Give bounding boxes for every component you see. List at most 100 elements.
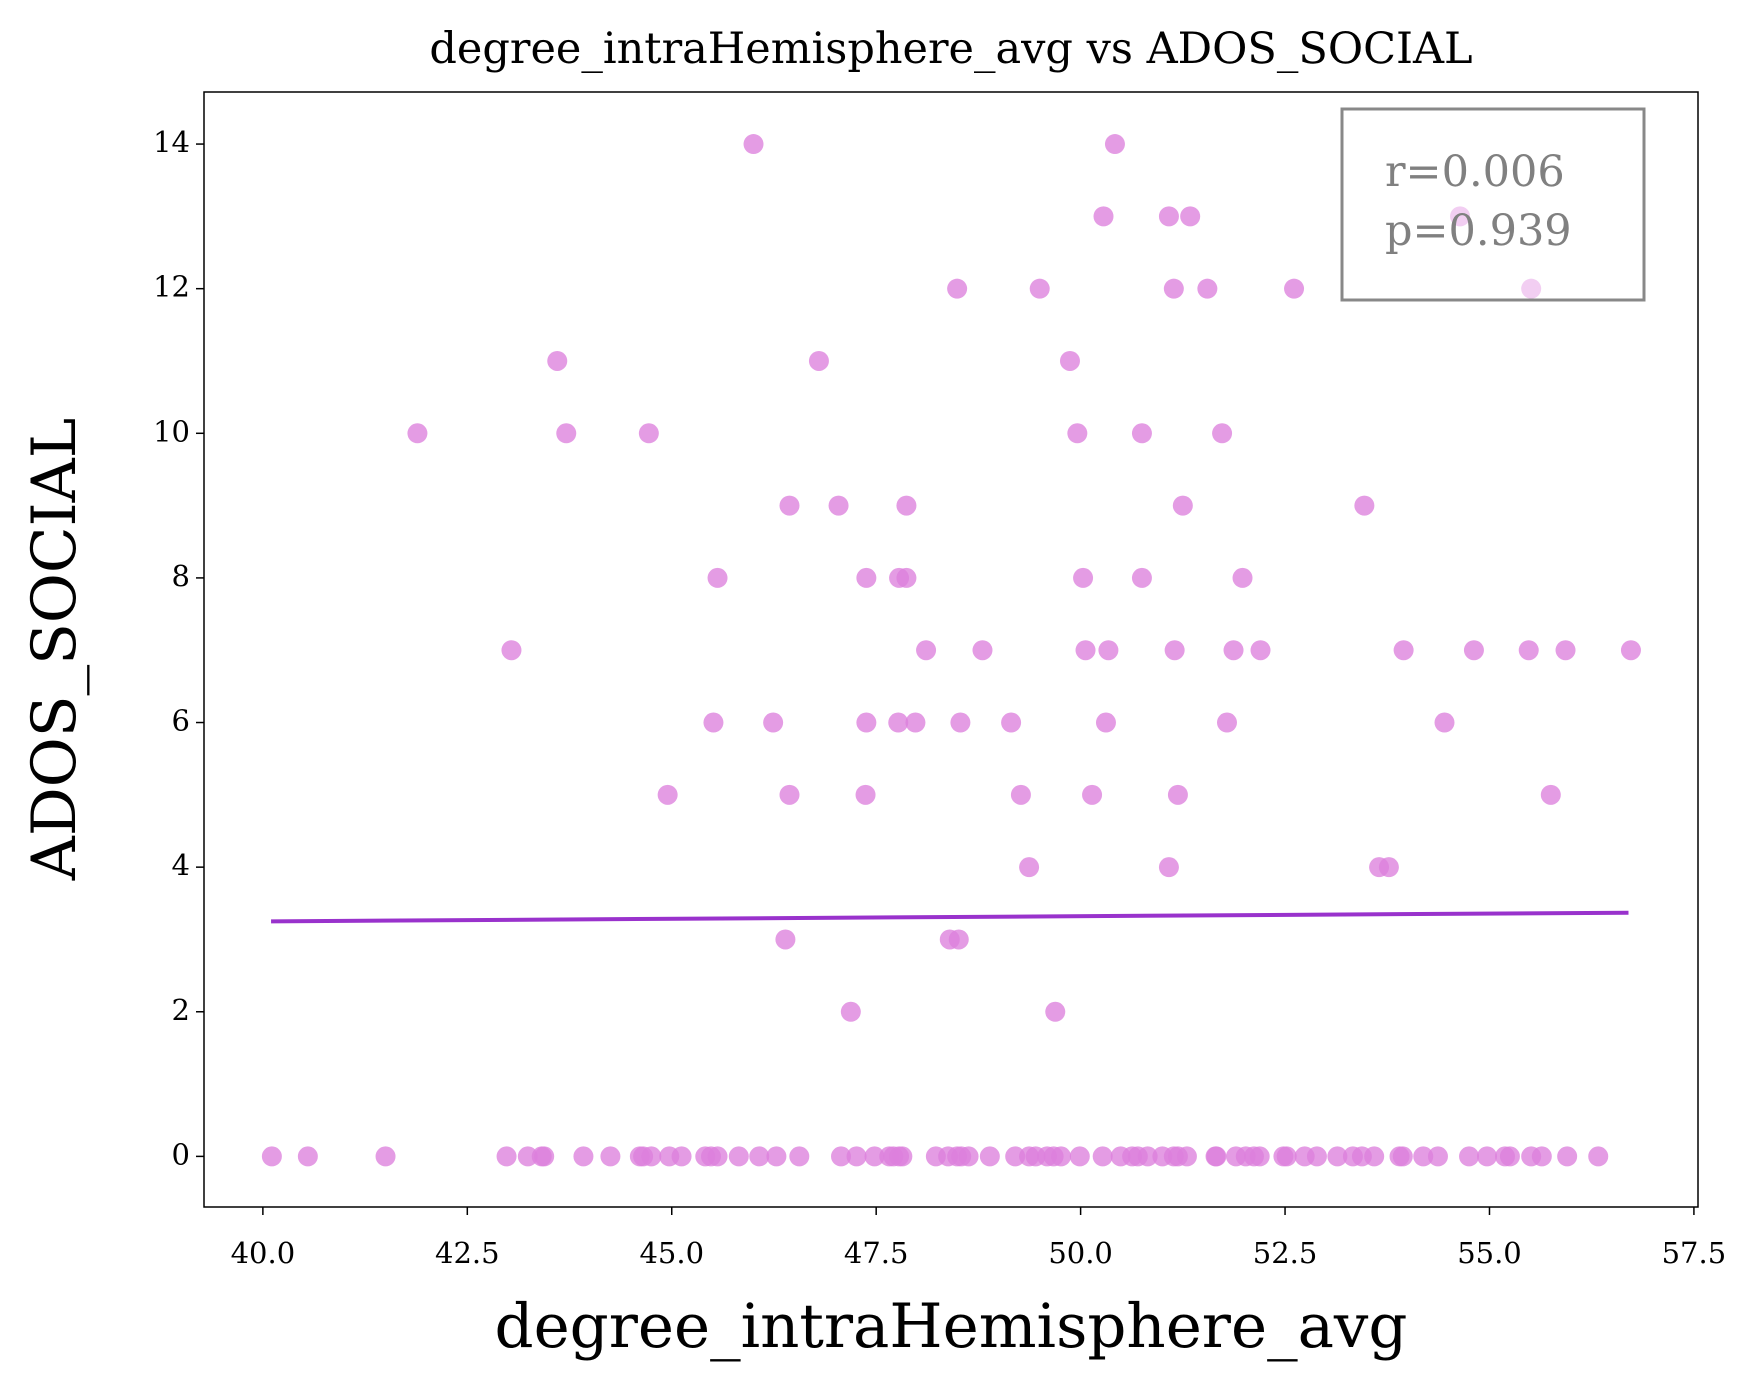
x-tick-label: 45.0 [639,1236,704,1270]
annotation-text: p=0.939 [1385,206,1572,256]
point [749,1146,770,1167]
point [1075,640,1096,661]
point [1172,495,1193,516]
point [856,712,877,733]
point [1069,1146,1090,1167]
point [671,1146,692,1167]
point [958,1146,979,1167]
annotation-text: r=0.006 [1385,147,1565,197]
point [1354,495,1375,516]
point [763,712,784,733]
point [1477,1146,1498,1167]
point [1555,640,1576,661]
point [1001,712,1022,733]
point [1250,640,1271,661]
point [501,640,522,661]
point [1092,1146,1113,1167]
point [1050,1146,1071,1167]
point [840,1001,861,1022]
point [1010,784,1031,805]
point [1082,784,1103,805]
chart-title: degree_intraHemisphere_avg vs ADOS_SOCIA… [429,24,1472,74]
point [1212,423,1233,444]
point [1029,278,1050,299]
point [1249,1146,1270,1167]
point [1163,278,1184,299]
point [1531,1146,1552,1167]
point [641,1146,662,1167]
point [979,1146,1000,1167]
point [1620,640,1641,661]
point [855,784,876,805]
point [407,423,428,444]
point [947,278,968,299]
point [1392,1146,1413,1167]
point [707,1146,728,1167]
point [517,1146,538,1167]
point [1095,712,1116,733]
y-tick-label: 10 [153,414,190,448]
point [1518,640,1539,661]
point [972,640,993,661]
point [892,1146,913,1167]
point [1232,567,1253,588]
point [1427,1146,1448,1167]
point [831,1146,852,1167]
point [1167,784,1188,805]
y-tick-label: 12 [153,270,190,304]
point [888,712,909,733]
y-tick-label: 14 [153,125,190,159]
y-tick-label: 6 [172,704,190,738]
point [1459,1146,1480,1167]
point [657,784,678,805]
x-tick-label: 40.0 [231,1236,296,1270]
point [1176,1146,1197,1167]
x-tick-label: 42.5 [435,1236,500,1270]
y-tick-label: 4 [172,848,190,882]
point [1158,857,1179,878]
point [261,1146,282,1167]
point [707,567,728,588]
point [1216,712,1237,733]
point [743,134,764,155]
point [375,1146,396,1167]
point [1073,567,1094,588]
point [1067,423,1088,444]
y-axis-label: ADOS_SOCIAL [19,418,90,881]
x-tick-label: 47.5 [844,1236,909,1270]
plot-frame [203,91,1699,1208]
x-tick-label: 57.5 [1662,1236,1727,1270]
point [1197,278,1218,299]
point [1223,640,1244,661]
point [728,1146,749,1167]
point [638,423,659,444]
point [297,1146,318,1167]
point [1327,1146,1348,1167]
point [1019,857,1040,878]
point [1499,1146,1520,1167]
point [1393,640,1414,661]
point [1180,206,1201,227]
point [556,423,577,444]
point [1098,640,1119,661]
point [1045,1001,1066,1022]
point [1005,1146,1026,1167]
point [600,1146,621,1167]
point [1276,1146,1297,1167]
point [1284,278,1305,299]
point [1131,423,1152,444]
point [950,712,971,733]
point [775,929,796,950]
point [1164,640,1185,661]
point [948,929,969,950]
point [573,1146,594,1167]
point [1588,1146,1609,1167]
point [1137,1146,1158,1167]
point [1463,640,1484,661]
point [896,567,917,588]
point [1093,206,1114,227]
point [808,350,829,371]
point [1158,206,1179,227]
point [779,784,800,805]
